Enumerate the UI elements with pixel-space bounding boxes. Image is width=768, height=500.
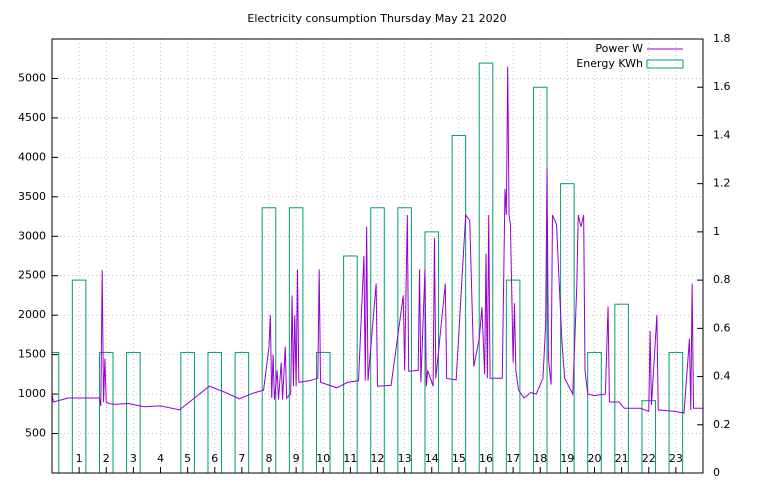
y-tick-label: 4000 [18,150,46,163]
x-tick-label: 9 [293,452,300,465]
x-tick-label: 11 [343,452,357,465]
y2-tick-label: 0 [713,466,720,479]
y2-tick-label: 1 [713,225,720,238]
energy-bar [52,351,60,473]
x-tick-label: 7 [238,452,245,465]
x-tick-label: 1 [76,452,83,465]
y-tick-label: 2500 [18,269,46,282]
y2-tick-label: 0.4 [713,370,731,383]
x-tick-label: 5 [184,452,191,465]
energy-bar [614,303,629,473]
energy-bar [451,134,467,473]
energy-bar [288,207,304,473]
legend-swatch [646,59,684,69]
legend-label: Energy KWh [576,57,643,70]
x-tick-label: 2 [103,452,110,465]
x-tick-label: 23 [669,452,683,465]
x-tick-label: 10 [316,452,330,465]
y-tick-label: 5000 [18,71,46,84]
energy-bar [370,207,385,473]
x-tick-label: 16 [479,452,493,465]
energy-bar [397,207,412,473]
y2-tick-label: 0.2 [713,418,731,431]
y2-tick-label: 1.2 [713,177,731,190]
y-tick-label: 2000 [18,308,46,321]
energy-bar [71,279,87,473]
x-tick-label: 20 [588,452,602,465]
legend-label: Power W [595,42,643,55]
x-tick-label: 19 [560,452,574,465]
x-tick-label: 15 [452,452,466,465]
x-tick-label: 18 [533,452,547,465]
y-tick-label: 3500 [18,190,46,203]
x-tick-label: 21 [615,452,629,465]
energy-bar [207,351,223,473]
x-tick-label: 12 [371,452,385,465]
chart-title: Electricity consumption Thursday May 21 … [247,12,506,25]
y-tick-label: 1500 [18,348,46,361]
energy-bar [180,351,195,473]
energy-bar [315,351,331,473]
energy-bar [126,351,141,473]
x-tick-label: 3 [130,452,137,465]
y-tick-label: 4500 [18,111,46,124]
energy-bar [98,351,114,473]
y2-tick-label: 1.8 [713,32,731,45]
x-tick-label: 14 [425,452,439,465]
energy-bar [234,351,250,473]
energy-bar [424,231,440,473]
x-tick-label: 22 [642,452,656,465]
energy-bar [587,351,602,473]
y-tick-label: 500 [25,427,46,440]
y2-tick-label: 0.6 [713,321,731,334]
x-tick-label: 4 [157,452,164,465]
energy-bar [560,183,575,473]
y2-tick-label: 1.4 [713,128,731,141]
power-line [52,66,703,414]
y2-tick-label: 1.6 [713,80,731,93]
x-tick-label: 13 [398,452,412,465]
x-tick-label: 17 [506,452,520,465]
x-tick-label: 6 [211,452,218,465]
x-tick-label: 8 [266,452,273,465]
y-tick-label: 3000 [18,229,46,242]
y-tick-label: 1000 [18,387,46,400]
energy-bar [343,255,358,473]
energy-bar [261,207,277,473]
energy-bar [505,279,521,473]
y2-tick-label: 0.8 [713,273,731,286]
